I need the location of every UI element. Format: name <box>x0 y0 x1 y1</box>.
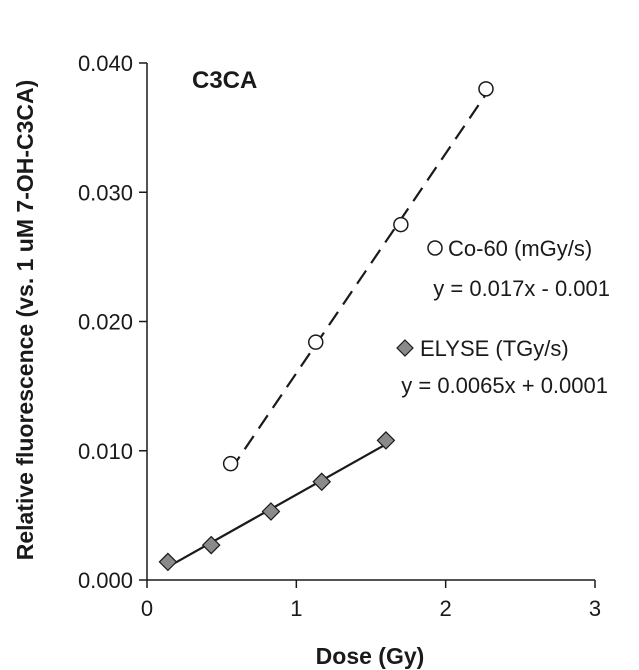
legend: Co-60 (mGy/s) y = 0.017x - 0.001 ELYSE (… <box>396 236 610 398</box>
x-axis-title: Dose (Gy) <box>316 643 425 669</box>
y-tick-label: 0.020 <box>78 310 133 335</box>
elyse-point <box>201 535 221 555</box>
legend-co60-label: Co-60 (mGy/s) <box>448 236 592 261</box>
x-tick-label: 1 <box>290 596 302 621</box>
elyse-point <box>376 431 396 450</box>
legend-elyse-equation: y = 0.0065x + 0.0001 <box>401 373 608 398</box>
legend-elyse-marker <box>396 339 414 357</box>
x-tick-label: 3 <box>589 596 601 621</box>
legend-co60-marker <box>427 240 443 256</box>
fit-lines <box>167 93 487 568</box>
data-points <box>158 81 494 572</box>
axes <box>146 63 595 581</box>
y-tick-label: 0.000 <box>78 568 133 593</box>
y-tick-label: 0.040 <box>78 51 133 76</box>
legend-co60-equation: y = 0.017x - 0.001 <box>433 276 610 301</box>
y-tick-label: 0.010 <box>78 439 133 464</box>
legend-elyse-label: ELYSE (TGy/s) <box>420 336 569 361</box>
ticks: 0.000 0.010 0.020 0.030 0.040 0 1 2 3 <box>78 51 601 621</box>
y-axis-title: Relative fluorescence (vs. 1 uM 7-OH-C3C… <box>12 80 38 561</box>
y-tick-label: 0.030 <box>78 180 133 205</box>
elyse-point <box>158 552 178 572</box>
trendline-co60 <box>229 93 487 471</box>
chart-title: C3CA <box>192 67 257 94</box>
co60-point <box>393 216 409 233</box>
x-tick-label: 0 <box>141 596 153 621</box>
co60-point <box>222 455 239 472</box>
co60-point <box>307 334 324 350</box>
elyse-point <box>312 472 332 492</box>
elyse-point <box>261 502 281 521</box>
x-tick-label: 2 <box>440 596 452 621</box>
trendline-elyse <box>167 443 387 568</box>
co60-point <box>478 81 494 97</box>
